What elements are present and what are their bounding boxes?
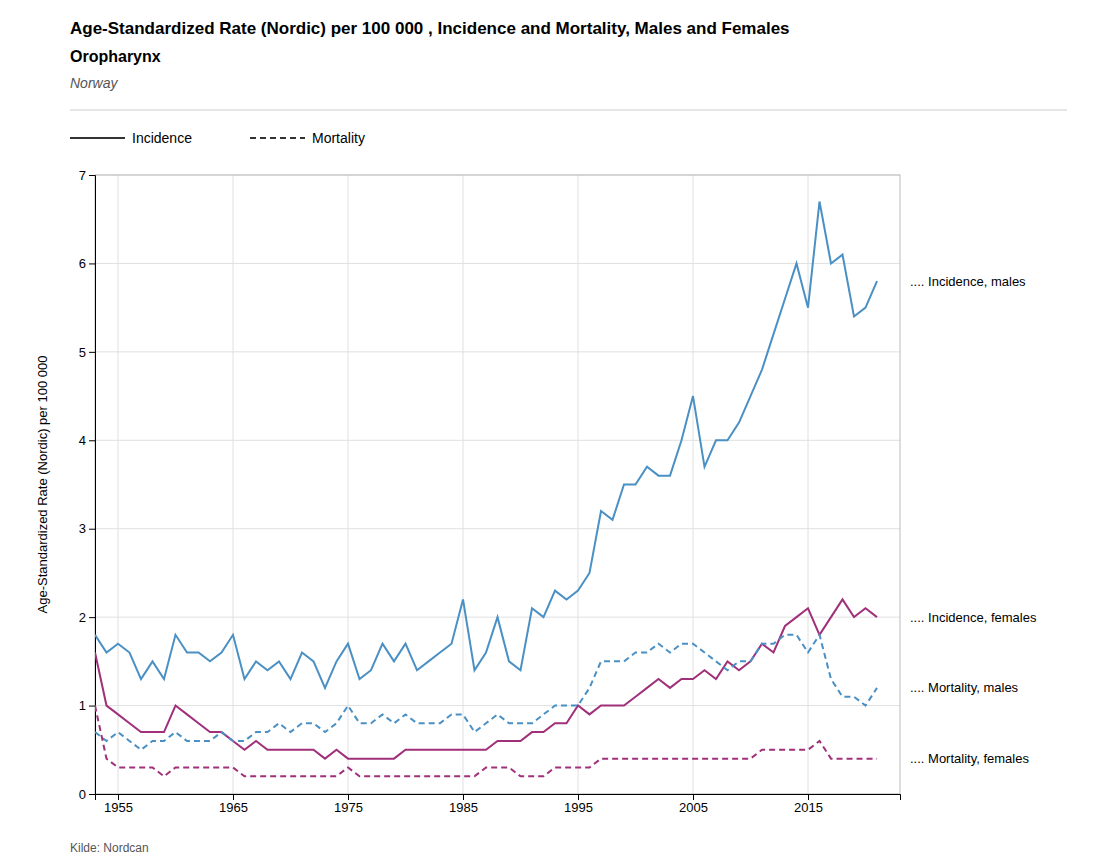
y-tick-label: 6	[79, 256, 86, 271]
x-tick-label: 1955	[104, 800, 133, 815]
x-tick-mark	[118, 794, 119, 800]
x-tick: 1985	[449, 794, 478, 815]
y-axis: 0 1 2 3 4 5 6 7	[79, 168, 96, 802]
x-axis-line	[96, 795, 901, 801]
grid-line-x	[578, 175, 579, 794]
style-key-item: Mortality	[250, 130, 365, 146]
series-lines	[95, 202, 877, 777]
series-label: .... Incidence, females	[910, 610, 1037, 625]
x-tick-label: 1985	[449, 800, 478, 815]
style-key-label: Mortality	[312, 130, 365, 146]
chart-title: Age-Standardized Rate (Nordic) per 100 0…	[70, 19, 790, 38]
y-tick-mark	[89, 352, 95, 353]
x-tick: 2015	[794, 794, 823, 815]
y-tick-label: 2	[79, 610, 86, 625]
series-line	[95, 599, 877, 758]
y-tick-mark	[89, 529, 95, 530]
series-label: .... Mortality, males	[910, 680, 1019, 695]
x-tick-label: 2015	[794, 800, 823, 815]
x-tick-label: 1975	[334, 800, 363, 815]
y-tick: 1	[79, 698, 95, 713]
chart-root: Age-Standardized Rate (Nordic) per 100 0…	[0, 0, 1100, 864]
x-tick-label: 1965	[219, 800, 248, 815]
x-tick: 1955	[104, 794, 133, 815]
x-tick-label: 2005	[679, 800, 708, 815]
grid-line-y	[95, 263, 900, 264]
x-tick-mark	[578, 794, 579, 800]
series-label: .... Mortality, females	[910, 751, 1029, 766]
grid-line-y	[95, 705, 900, 706]
grid	[95, 175, 900, 794]
grid-line-y	[95, 440, 900, 441]
x-tick-mark	[808, 794, 809, 800]
grid-line-x	[463, 175, 464, 794]
grid-line-x	[118, 175, 119, 794]
y-tick-label: 5	[79, 345, 86, 360]
y-tick: 2	[79, 610, 95, 625]
series-labels: .... Incidence, males .... Incidence, fem…	[910, 274, 1037, 767]
series-line	[95, 202, 877, 688]
y-tick-label: 1	[79, 698, 86, 713]
series-line	[95, 635, 877, 750]
grid-line-x	[693, 175, 694, 794]
style-key-swatch	[250, 137, 305, 139]
style-key-swatch	[70, 137, 125, 139]
x-tick: 1975	[334, 794, 363, 815]
y-axis-line	[89, 176, 96, 795]
x-tick-label: 1995	[564, 800, 593, 815]
style-key: Incidence Mortality	[70, 130, 365, 146]
source-caption: Kilde: Nordcan	[70, 841, 149, 855]
y-tick-mark	[89, 263, 95, 264]
x-tick-mark	[233, 794, 234, 800]
y-tick-mark	[89, 617, 95, 618]
y-tick: 4	[79, 433, 95, 448]
x-tick-mark	[348, 794, 349, 800]
x-tick: 1995	[564, 794, 593, 815]
y-tick-mark	[89, 440, 95, 441]
y-tick: 7	[79, 168, 95, 183]
grid-line-y	[95, 528, 900, 529]
y-tick-mark	[89, 175, 95, 176]
chart-subtitle: Oropharynx	[70, 48, 161, 65]
y-tick-mark	[89, 794, 95, 795]
grid-line-x	[808, 175, 809, 794]
grid-line-x	[348, 175, 349, 794]
x-tick: 2005	[679, 794, 708, 815]
y-tick: 5	[79, 345, 95, 360]
y-tick: 0	[79, 787, 95, 802]
series-line	[95, 706, 877, 777]
series-label: .... Incidence, males	[910, 274, 1026, 289]
x-axis: 1955 1965 1975 1985 1995 2005 2015	[96, 794, 901, 815]
grid-line-x	[233, 175, 234, 794]
grid-line-y	[95, 351, 900, 352]
y-tick: 6	[79, 256, 95, 271]
y-tick: 3	[79, 521, 95, 536]
y-tick-label: 0	[79, 787, 86, 802]
chart-subtitle2: Norway	[70, 75, 118, 91]
x-tick-mark	[463, 794, 464, 800]
x-tick: 1965	[219, 794, 248, 815]
y-tick-label: 4	[79, 433, 86, 448]
style-key-label: Incidence	[132, 130, 192, 146]
separator	[70, 110, 1067, 111]
plot-frame	[95, 175, 900, 794]
y-axis-title: Age-Standardized Rate (Nordic) per 100 0…	[35, 356, 50, 614]
y-tick-label: 7	[79, 168, 86, 183]
y-tick-label: 3	[79, 521, 86, 536]
y-tick-mark	[89, 706, 95, 707]
style-key-item: Incidence	[70, 130, 192, 146]
x-tick-mark	[693, 794, 694, 800]
